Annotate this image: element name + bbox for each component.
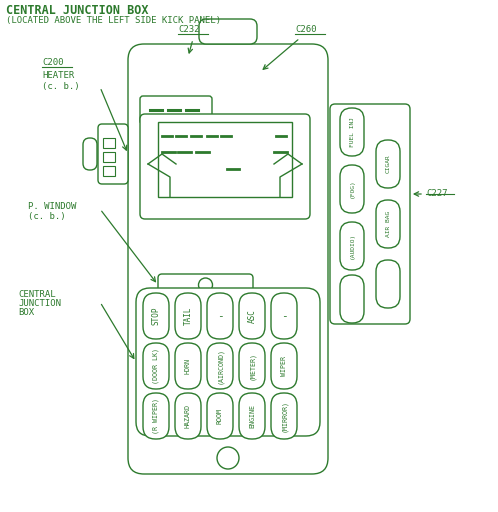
FancyBboxPatch shape: [98, 124, 128, 184]
FancyBboxPatch shape: [199, 19, 257, 44]
Text: (DOOR LK): (DOOR LK): [153, 348, 159, 384]
Text: FUEL INJ: FUEL INJ: [350, 117, 355, 147]
Bar: [103, 138, 115, 148]
Text: BOX: BOX: [18, 308, 34, 317]
FancyBboxPatch shape: [175, 293, 201, 339]
Text: CENTRAL JUNCTION BOX: CENTRAL JUNCTION BOX: [6, 4, 148, 17]
FancyBboxPatch shape: [376, 200, 400, 248]
FancyBboxPatch shape: [271, 293, 297, 339]
Text: CIGAR: CIGAR: [385, 155, 390, 174]
FancyBboxPatch shape: [83, 138, 97, 170]
FancyBboxPatch shape: [207, 293, 233, 339]
Text: -: -: [217, 311, 224, 321]
Text: TAIL: TAIL: [183, 307, 193, 325]
FancyBboxPatch shape: [207, 343, 233, 389]
Text: ASC: ASC: [248, 309, 256, 323]
Text: (LOCATED ABOVE THE LEFT SIDE KICK PANEL): (LOCATED ABOVE THE LEFT SIDE KICK PANEL): [6, 16, 221, 25]
FancyBboxPatch shape: [340, 165, 364, 213]
Text: C227: C227: [426, 189, 448, 199]
Text: CENTRAL: CENTRAL: [18, 290, 56, 299]
Text: (METER): (METER): [249, 352, 255, 380]
FancyBboxPatch shape: [207, 393, 233, 439]
FancyBboxPatch shape: [340, 222, 364, 270]
Text: (c. b.): (c. b.): [42, 82, 80, 91]
Text: P. WINDOW: P. WINDOW: [28, 202, 76, 211]
FancyBboxPatch shape: [340, 275, 364, 323]
Text: STOP: STOP: [151, 307, 160, 325]
FancyBboxPatch shape: [239, 293, 265, 339]
FancyBboxPatch shape: [239, 343, 265, 389]
FancyBboxPatch shape: [140, 96, 212, 124]
Text: HEATER: HEATER: [42, 71, 74, 80]
FancyBboxPatch shape: [175, 393, 201, 439]
FancyBboxPatch shape: [140, 114, 310, 219]
Text: WIPER: WIPER: [281, 356, 287, 376]
Text: C200: C200: [42, 58, 64, 67]
Text: (R WIPER): (R WIPER): [153, 398, 159, 434]
Text: (c. b.): (c. b.): [28, 212, 66, 221]
Text: -: -: [281, 311, 287, 321]
Text: C260: C260: [295, 25, 317, 34]
FancyBboxPatch shape: [340, 108, 364, 156]
Text: JUNCTION: JUNCTION: [18, 299, 61, 308]
FancyBboxPatch shape: [239, 393, 265, 439]
Text: ENGINE: ENGINE: [249, 404, 255, 428]
FancyBboxPatch shape: [271, 343, 297, 389]
Text: ROOM: ROOM: [217, 408, 223, 424]
Text: HAZARD: HAZARD: [185, 404, 191, 428]
FancyBboxPatch shape: [175, 343, 201, 389]
Bar: [103, 152, 115, 162]
Text: C232: C232: [178, 25, 200, 34]
FancyBboxPatch shape: [330, 104, 410, 324]
FancyBboxPatch shape: [136, 288, 320, 436]
FancyBboxPatch shape: [376, 260, 400, 308]
FancyBboxPatch shape: [128, 44, 328, 474]
FancyBboxPatch shape: [271, 393, 297, 439]
FancyBboxPatch shape: [143, 393, 169, 439]
Bar: [103, 166, 115, 176]
Text: (AIRCOND): (AIRCOND): [217, 348, 223, 384]
FancyBboxPatch shape: [143, 293, 169, 339]
FancyBboxPatch shape: [376, 140, 400, 188]
FancyBboxPatch shape: [143, 343, 169, 389]
FancyBboxPatch shape: [158, 274, 253, 296]
Text: AIR BAG: AIR BAG: [385, 211, 390, 237]
Text: (FOG): (FOG): [350, 180, 355, 198]
Text: (MIRROR): (MIRROR): [281, 400, 287, 432]
Bar: [158, 122, 292, 197]
Text: (AUDIO): (AUDIO): [350, 233, 355, 259]
Text: HORN: HORN: [185, 358, 191, 374]
